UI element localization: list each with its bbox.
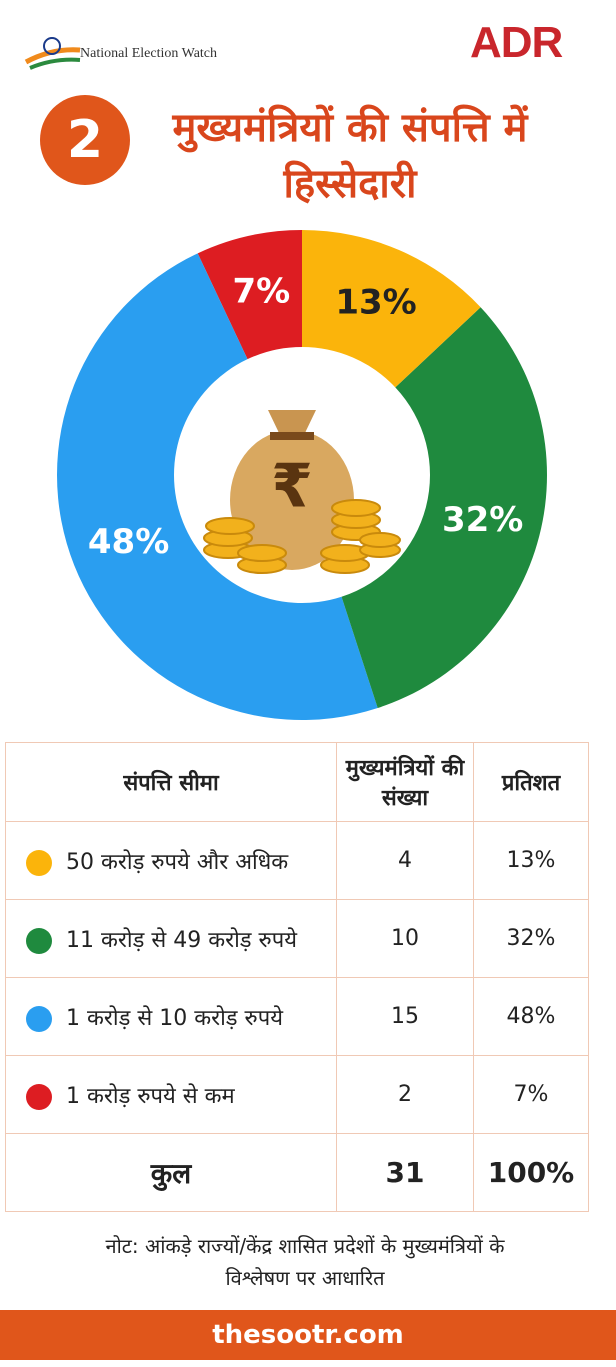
legend-dot [26, 1083, 52, 1110]
value-cell: 13% [473, 821, 589, 900]
table-row: 11 करोड़ से 49 करोड़ रुपये 10 32% [5, 899, 589, 978]
value-cell: 32% [473, 899, 589, 978]
column-header: मुख्यमंत्रियों की संख्या [336, 742, 474, 822]
value-cell: 48% [473, 977, 589, 1056]
footer: thesootr.com [0, 1310, 616, 1360]
range-cell: 1 करोड़ रुपये से कम [5, 1055, 337, 1134]
range-label: 11 करोड़ से 49 करोड़ रुपये [66, 927, 297, 953]
title: मुख्यमंत्रियों की संपत्ति में हिस्सेदारी [172, 105, 528, 207]
new-logo: National Election Watch [22, 18, 282, 74]
column-header: संपत्ति सीमा [5, 742, 337, 822]
logo-text: National Election Watch [80, 46, 218, 61]
donut-slice [302, 230, 481, 388]
donut-slice [57, 253, 378, 720]
table-row: 1 करोड़ से 10 करोड़ रुपये 15 48% [5, 977, 589, 1056]
adr-logo: ADR [470, 18, 563, 67]
value-cell: 7% [473, 1055, 589, 1134]
range-label: 1 करोड़ से 10 करोड़ रुपये [66, 1005, 283, 1031]
legend-dot [26, 849, 52, 876]
table-row: 1 करोड़ रुपये से कम 2 7% [5, 1055, 589, 1134]
range-cell: 1 करोड़ से 10 करोड़ रुपये [5, 977, 337, 1056]
table-row: 50 करोड़ रुपये और अधिक 4 13% [5, 821, 589, 900]
svg-text:₹: ₹ [271, 452, 313, 522]
total-cell: 31 [336, 1133, 474, 1212]
value-cell: 10 [336, 899, 474, 978]
total-cell: कुल [5, 1133, 337, 1212]
column-header: प्रतिशत [473, 742, 589, 822]
logo-emblem [24, 37, 81, 70]
slice-label: 32% [442, 500, 523, 540]
legend-dot [26, 1005, 52, 1032]
range-label: 1 करोड़ रुपये से कम [66, 1083, 235, 1109]
legend-dot [26, 927, 52, 954]
donut-slice [197, 230, 302, 360]
range-cell: 11 करोड़ से 49 करोड़ रुपये [5, 899, 337, 978]
donut-chart: ₹ 13% 32% 48% 7% [57, 230, 547, 720]
slice-label: 48% [88, 522, 169, 562]
value-cell: 2 [336, 1055, 474, 1134]
data-table: संपत्ति सीमा मुख्यमंत्रियों की संख्या प्… [5, 742, 589, 1212]
range-label: 50 करोड़ रुपये और अधिक [66, 849, 289, 875]
total-row: कुल 31 100% [5, 1133, 589, 1212]
badge: 2 [40, 95, 130, 185]
money-bag-icon: ₹ [203, 410, 401, 574]
slice-label: 13% [335, 282, 416, 322]
value-cell: 15 [336, 977, 474, 1056]
slice-label: 7% [232, 271, 290, 311]
total-cell: 100% [473, 1133, 589, 1212]
value-cell: 4 [336, 821, 474, 900]
donut-slice [341, 307, 547, 709]
note: नोट: आंकड़े राज्यों/केंद्र शासित प्रदेशो… [105, 1234, 505, 1290]
range-cell: 50 करोड़ रुपये और अधिक [5, 821, 337, 900]
